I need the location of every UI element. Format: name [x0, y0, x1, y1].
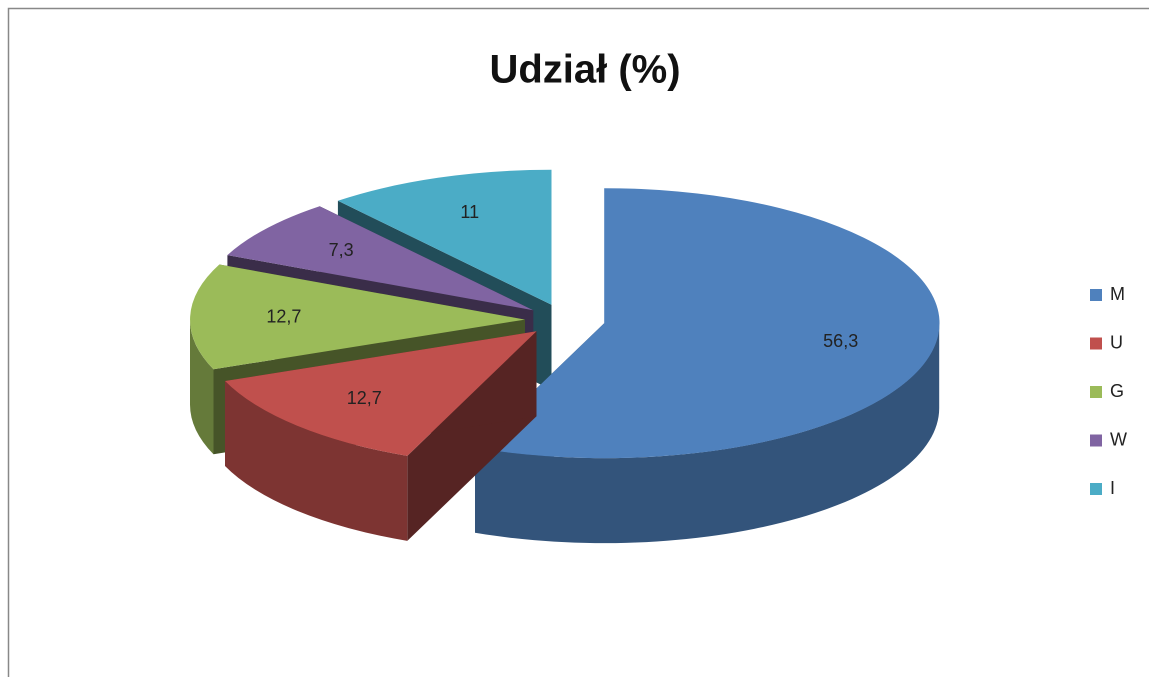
pie-slice [227, 206, 534, 311]
legend-swatch [1090, 337, 1102, 350]
pie-slice [475, 188, 940, 459]
slice-wall [475, 323, 940, 544]
data-label: 56,3 [823, 331, 858, 351]
legend-swatch [1090, 434, 1102, 447]
pie-slice [190, 264, 525, 370]
legend-swatch [1090, 386, 1102, 398]
legend-label: U [1110, 332, 1123, 352]
legend-label: W [1110, 429, 1127, 449]
legend-swatch [1090, 289, 1102, 301]
chart-title: Udział (%) [489, 48, 680, 92]
slice-wall [190, 319, 214, 455]
legend-label: M [1110, 284, 1125, 304]
data-label: 12,7 [347, 388, 382, 408]
chart-frame [7, 7, 1149, 677]
legend-label: I [1110, 478, 1115, 498]
pie-slice [225, 331, 537, 456]
legend-swatch [1090, 483, 1102, 495]
legend-label: G [1110, 381, 1124, 401]
pie-slice [337, 169, 552, 305]
slice-wall [225, 381, 408, 541]
data-label: 11 [460, 202, 479, 222]
data-label: 7,3 [329, 240, 354, 260]
data-label: 12,7 [266, 306, 301, 326]
